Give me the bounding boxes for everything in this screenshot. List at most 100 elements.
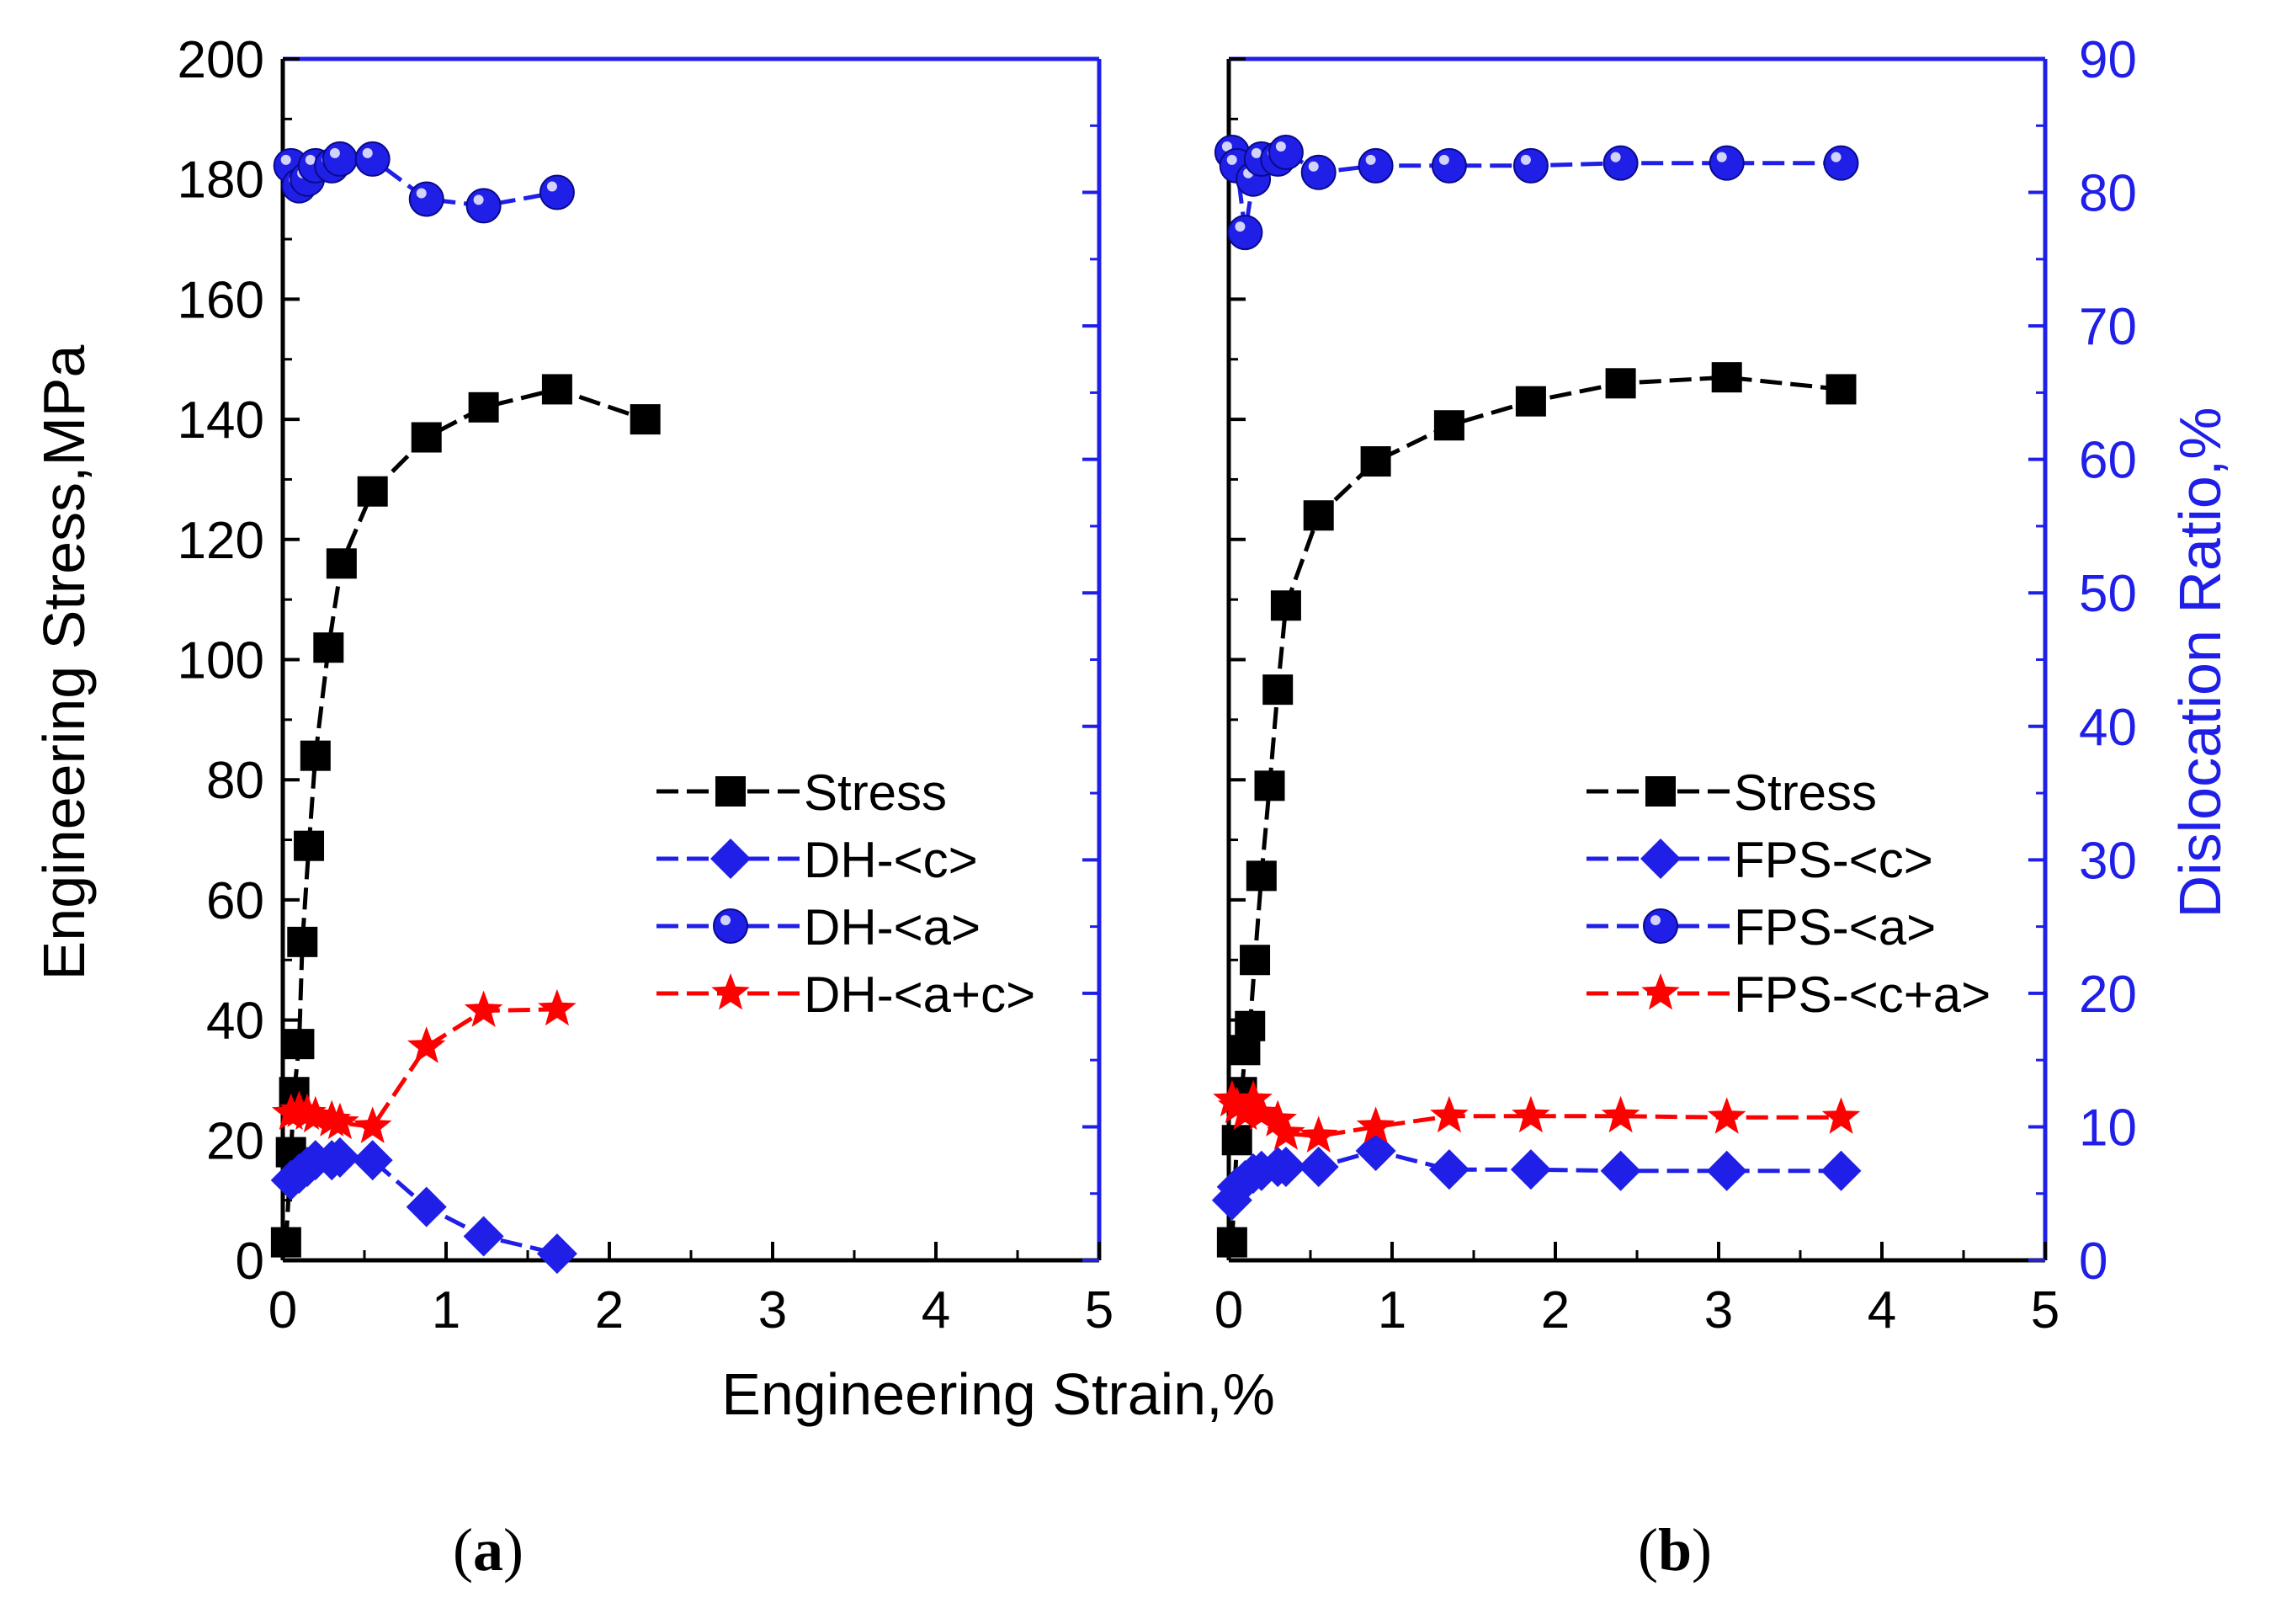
x-tick-label: 5 — [2031, 1281, 2059, 1339]
data-point-highlight — [1610, 152, 1621, 162]
legend-label: FPS-<c> — [1734, 832, 1933, 888]
y-left-tick-label: 160 — [178, 271, 264, 329]
x-tick-label: 2 — [595, 1281, 624, 1339]
series-line — [1230, 149, 1842, 233]
panel-b: 0 1 2 3 4 50102030405060708090StressFPS-<c>FP… — [1211, 31, 2137, 1339]
legend-label: FPS-<c+a> — [1734, 966, 1990, 1023]
data-point — [1433, 410, 1464, 441]
data-point — [1262, 674, 1294, 705]
caption-b-open: ( — [1637, 1516, 1658, 1584]
legend-marker — [711, 973, 750, 1010]
data-point — [630, 404, 661, 435]
data-point-highlight — [1365, 154, 1376, 165]
data-point — [1299, 1115, 1338, 1153]
data-point — [1600, 1150, 1641, 1191]
legend-marker — [1641, 973, 1680, 1010]
legend-marker — [1645, 776, 1676, 807]
data-point — [1217, 1086, 1257, 1124]
data-point — [1268, 134, 1304, 170]
data-point — [357, 476, 388, 507]
y-right-tick-label: 30 — [2079, 832, 2137, 890]
data-point-highlight — [1235, 221, 1246, 232]
y-left-tick-label: 120 — [178, 512, 264, 570]
data-point-highlight — [1226, 154, 1237, 165]
data-point — [1706, 1150, 1747, 1191]
data-point-highlight — [305, 154, 316, 165]
data-point — [313, 632, 344, 663]
data-point — [1355, 1130, 1396, 1171]
data-point — [1820, 1150, 1862, 1191]
legend-label: Stress — [804, 764, 947, 821]
data-point — [1512, 1095, 1550, 1133]
data-point — [1360, 446, 1391, 477]
x-tick-label: 3 — [1704, 1281, 1733, 1339]
data-point — [464, 990, 503, 1027]
y-right-tick-label: 50 — [2079, 565, 2137, 623]
caption-a-letter: a — [473, 1516, 503, 1584]
data-point — [1601, 1095, 1640, 1133]
caption-b: (b) — [1624, 1515, 1725, 1585]
y-right-tick-label: 60 — [2079, 432, 2137, 490]
legend-marker — [1640, 839, 1681, 879]
data-point — [353, 1106, 392, 1143]
data-point — [1358, 147, 1394, 184]
data-point — [1221, 1125, 1252, 1156]
data-point-highlight — [1831, 152, 1842, 162]
y-left-tick-label: 180 — [178, 152, 264, 210]
data-point — [1602, 145, 1639, 181]
data-point — [1216, 1227, 1247, 1258]
data-point — [408, 181, 444, 217]
caption-a-open: ( — [453, 1516, 473, 1584]
data-point — [326, 548, 357, 579]
data-point — [541, 374, 572, 405]
x-tick-label: 2 — [1541, 1281, 1570, 1339]
y-left-tick-label: 60 — [206, 872, 264, 930]
legend-marker — [713, 908, 748, 944]
y-left-tick-label: 100 — [178, 632, 264, 690]
data-point — [1246, 860, 1277, 892]
data-point — [1254, 770, 1285, 801]
data-point-highlight — [1275, 141, 1286, 152]
data-point — [1510, 1149, 1551, 1190]
series-diamond — [1211, 1130, 1862, 1221]
data-point — [463, 1216, 504, 1257]
legend-label: FPS-<a> — [1734, 899, 1936, 956]
data-point — [287, 926, 318, 957]
data-point — [1605, 368, 1636, 399]
data-point — [300, 740, 331, 771]
data-point-highlight — [1221, 141, 1232, 152]
legend-marker-highlight — [1650, 915, 1661, 925]
series-diamond — [270, 1137, 577, 1275]
data-point — [319, 1137, 360, 1178]
x-tick-label: 4 — [922, 1281, 950, 1339]
caption-a: (a) — [438, 1515, 539, 1585]
y-left-tick-label: 80 — [206, 752, 264, 810]
data-point — [1242, 1093, 1281, 1130]
caption-a-close: ) — [503, 1516, 524, 1584]
series-square — [1216, 362, 1857, 1258]
data-point — [284, 1029, 315, 1060]
legend-marker — [1643, 908, 1678, 944]
data-point — [1300, 154, 1337, 190]
data-point-highlight — [416, 188, 427, 199]
data-point-highlight — [546, 181, 557, 192]
data-point — [1826, 374, 1857, 405]
data-point-highlight — [1438, 154, 1449, 165]
data-point — [1265, 1147, 1306, 1188]
x-tick-label: 3 — [758, 1281, 787, 1339]
legend-marker-highlight — [720, 915, 731, 925]
y-left-axis-label: Engineering Stress,MPa — [31, 345, 97, 981]
data-point — [322, 141, 358, 177]
data-point-highlight — [1716, 152, 1727, 162]
series-star — [271, 988, 577, 1143]
x-axis-label: Engineering Strain,% — [721, 1361, 1275, 1427]
data-point — [1213, 1079, 1252, 1117]
data-point — [354, 141, 391, 177]
legend-label: DH-<a+c> — [804, 966, 1035, 1023]
y-right-tick-label: 70 — [2079, 298, 2137, 356]
data-point — [1356, 1106, 1395, 1143]
data-point — [465, 188, 502, 224]
x-tick-label: 5 — [1085, 1281, 1113, 1339]
y-left-tick-label: 0 — [236, 1233, 264, 1291]
legend-label: DH-<c> — [804, 832, 978, 888]
